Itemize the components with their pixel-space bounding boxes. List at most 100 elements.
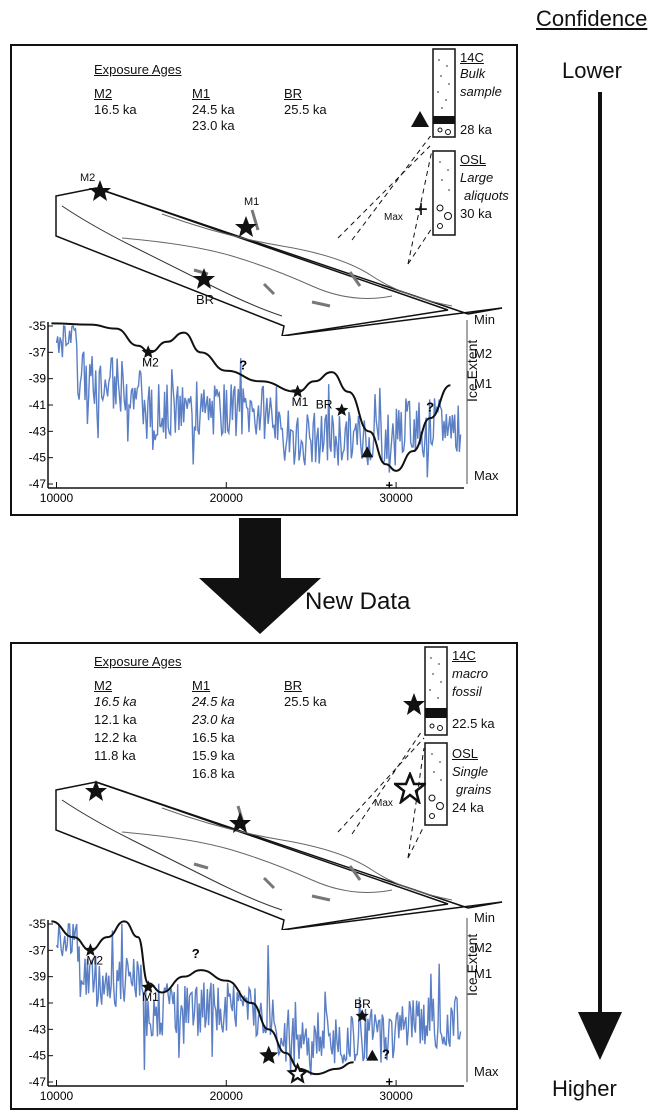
point-label-m2: M2: [86, 953, 103, 967]
osl-stratigraphic-column: [432, 150, 456, 236]
ice-extent-axis-title: Ice Extent: [464, 339, 480, 402]
y-tick-label: -45: [29, 1049, 47, 1063]
chart-annotation-q1: ?: [117, 914, 125, 916]
group-m1-age: 23.0 ka: [192, 118, 235, 133]
group-m1-age: 16.8 ka: [192, 766, 235, 781]
point-label-m1: M1: [292, 395, 309, 409]
open-star-marker: [394, 772, 426, 804]
confidence-title: Confidence: [536, 6, 648, 31]
y-tick-label: -37: [29, 943, 47, 957]
point-label-br: BR: [316, 397, 333, 411]
block-label-br: BR: [196, 292, 215, 307]
y-tick-label: -41: [29, 996, 47, 1010]
star-marker-m1: [141, 980, 155, 993]
ice-proxy-record: [55, 923, 462, 1076]
triangle-marker-c14: [361, 446, 374, 458]
star-marker-c14: [259, 1045, 279, 1064]
group-m1-age: 24.5 ka: [192, 102, 235, 117]
star-marker-m2: [141, 345, 155, 358]
filled-star-marker: [403, 693, 425, 715]
group-m1-name: M1: [192, 678, 211, 693]
panel-before: Exposure Ages M2 16.5 ka M1 24.5 ka 23.0…: [10, 44, 518, 516]
group-m2-name: M2: [94, 678, 113, 693]
c14-stratigraphic-column: [432, 48, 456, 138]
x-tick-label: 20000: [210, 491, 244, 505]
ice-label-m2: M2: [474, 346, 493, 361]
c14-desc1: macro: [452, 666, 489, 681]
exposure-ages-title: Exposure Ages: [94, 654, 182, 669]
ice-label-max: Max: [474, 1064, 499, 1079]
group-br-name: BR: [284, 678, 303, 693]
osl-desc1: Large: [460, 170, 494, 185]
chart-annotation-plus: +: [385, 477, 393, 492]
star-marker-m2: [83, 943, 98, 956]
group-m1-age: 24.5 ka: [192, 694, 235, 709]
x-tick-label: 30000: [379, 1089, 413, 1103]
c14-desc2: fossil: [452, 684, 482, 699]
c14-label: 14C: [460, 50, 484, 65]
ice-extent-axis-title: Ice Extent: [464, 933, 480, 996]
ice-extent-curve: [51, 322, 451, 472]
y-tick-label: -37: [29, 345, 47, 359]
triangle-marker-c14: [366, 1049, 379, 1061]
chart-annotation-plus: +: [385, 1074, 393, 1089]
valley-block-diagram: [55, 730, 503, 930]
y-tick-label: -35: [29, 319, 47, 333]
y-tick-label: -47: [29, 477, 47, 491]
c14-label: 14C: [452, 648, 476, 663]
y-tick-label: -43: [29, 424, 47, 438]
x-tick-label: 30000: [379, 491, 413, 505]
group-m1-age: 16.5 ka: [192, 730, 235, 745]
osl-desc2: grains: [456, 782, 492, 797]
block-label-m1: M1: [244, 196, 260, 208]
group-m1-name: M1: [192, 86, 211, 101]
group-m2-age: 11.8 ka: [94, 748, 136, 763]
chart-annotation-q2: ?: [426, 400, 434, 415]
new-data-label: New Data: [305, 588, 411, 615]
c14-desc2: sample: [460, 84, 502, 99]
block-label-max: Max: [374, 798, 393, 809]
osl-desc1: Single: [452, 764, 489, 779]
group-m2-age: 16.5 ka: [94, 102, 137, 117]
group-m1-age: 15.9 ka: [192, 748, 235, 763]
exposure-ages-title: Exposure Ages: [94, 62, 182, 77]
confidence-lower-label: Lower: [562, 58, 622, 83]
block-label-m2: M2: [80, 172, 96, 184]
group-br-age: 25.5 ka: [284, 102, 327, 117]
group-m1-age: 23.0 ka: [192, 712, 235, 727]
chart-annotation-q2: ?: [192, 946, 200, 961]
group-m2-name: M2: [94, 86, 113, 101]
y-tick-label: -43: [29, 1022, 47, 1036]
ice-label-min: Min: [474, 312, 495, 327]
ice-label-m2: M2: [474, 940, 493, 955]
group-m2-age: 12.2 ka: [94, 730, 137, 745]
ice-proxy-record: [55, 324, 462, 478]
star-marker-br: [335, 403, 349, 416]
x-tick-label: 20000: [210, 1089, 244, 1103]
ice-label-max: Max: [474, 468, 499, 483]
y-tick-label: -47: [29, 1075, 47, 1089]
star-marker-m1: [290, 384, 305, 398]
ice-extent-curve: [51, 920, 354, 1076]
c14-age: 22.5 ka: [452, 716, 495, 731]
star-marker-br: [355, 1009, 369, 1022]
osl-label: OSL: [460, 152, 487, 167]
point-label-m1: M1: [142, 990, 159, 1004]
y-tick-label: -35: [29, 917, 47, 931]
point-label-br: BR: [354, 997, 371, 1011]
ice-label-m1: M1: [474, 376, 493, 391]
osl-desc2: aliquots: [464, 188, 509, 203]
group-br-name: BR: [284, 86, 303, 101]
osl-age: 24 ka: [452, 800, 484, 815]
confidence-arrow: [578, 92, 622, 1060]
panel-after: Exposure Ages M2 16.5 ka 12.1 ka 12.2 ka…: [10, 642, 518, 1110]
x-tick-label: 10000: [40, 491, 74, 505]
x-tick-label: 10000: [40, 1089, 74, 1103]
group-m2-age: 12.1 ka: [94, 712, 137, 727]
ice-label-m1: M1: [474, 966, 493, 981]
y-tick-label: -41: [29, 398, 47, 412]
valley-block-diagram: [55, 136, 503, 336]
y-tick-label: -39: [29, 970, 47, 984]
group-br-age: 25.5 ka: [284, 694, 327, 709]
